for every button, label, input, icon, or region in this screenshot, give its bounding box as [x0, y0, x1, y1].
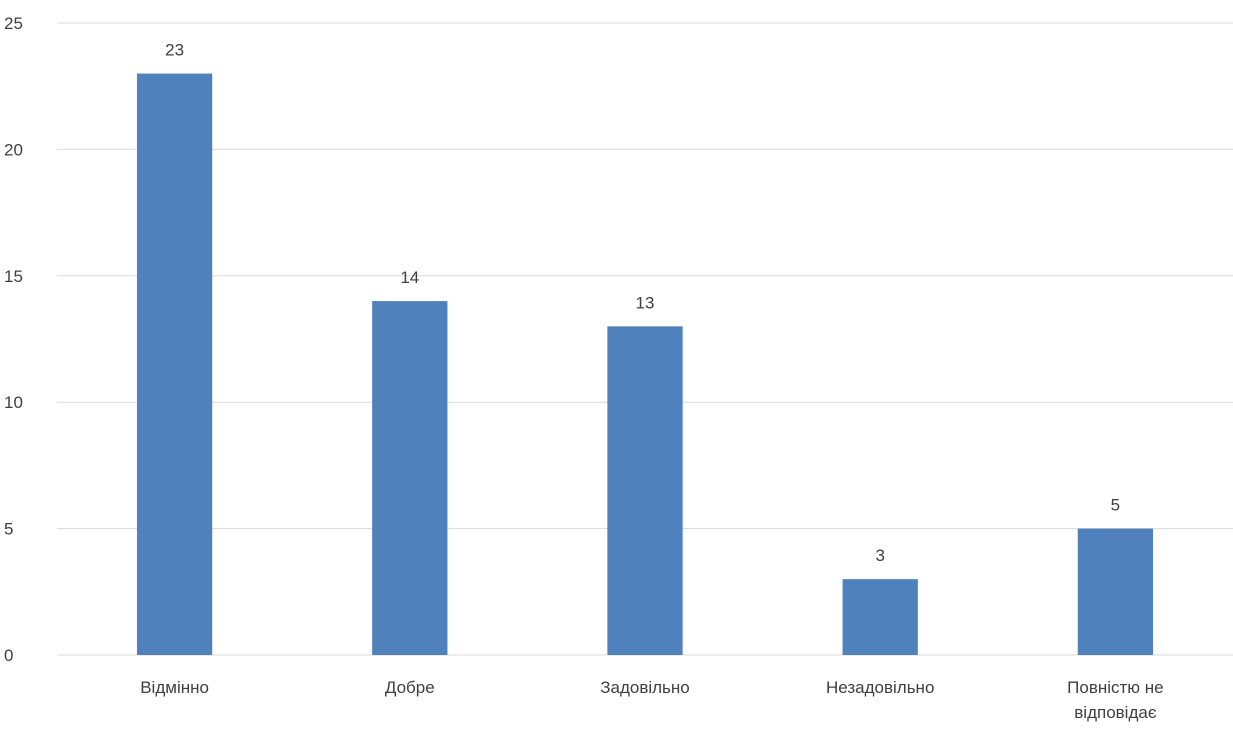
data-label: 23 [165, 41, 184, 60]
bar [1077, 528, 1154, 655]
y-axis-ticks: 0 5 10 15 20 25 [4, 14, 23, 665]
bars [136, 73, 1154, 655]
y-tick-label: 25 [4, 14, 23, 33]
x-tick-label: Задовільно [600, 678, 690, 697]
bar [372, 301, 448, 655]
y-tick-label: 10 [4, 393, 23, 412]
x-tick-label: Незадовільно [826, 678, 934, 697]
data-label: 5 [1111, 496, 1120, 515]
data-label: 13 [636, 293, 655, 312]
y-tick-label: 5 [4, 520, 13, 539]
x-tick-label: Відмінно [140, 678, 209, 697]
x-tick-label: відповідає [1074, 703, 1157, 722]
bar [136, 73, 213, 655]
bar [842, 579, 918, 655]
x-tick-label: Добре [385, 678, 435, 697]
y-tick-label: 0 [4, 646, 13, 665]
x-tick-label: Повністю не [1067, 678, 1163, 697]
data-label: 14 [400, 268, 419, 287]
data-label: 3 [875, 546, 884, 565]
data-labels: 23 14 13 3 5 [165, 41, 1120, 566]
x-axis-ticks: Відмінно Добре Задовільно Незадовільно Повні… [140, 678, 1163, 722]
y-tick-label: 15 [4, 267, 23, 286]
y-tick-label: 20 [4, 140, 23, 159]
bar [607, 326, 683, 655]
